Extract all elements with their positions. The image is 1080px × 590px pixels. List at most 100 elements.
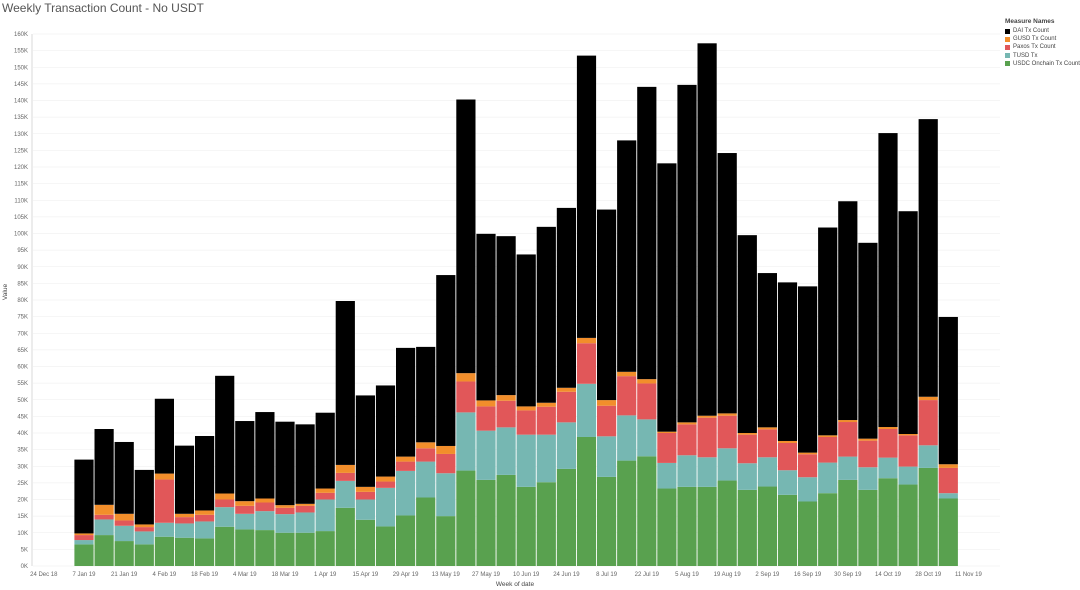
bar-segment[interactable]: [235, 513, 255, 530]
bar-segment[interactable]: [195, 538, 215, 566]
bar-segment[interactable]: [396, 470, 416, 516]
bar-segment[interactable]: [416, 497, 436, 566]
bar-stack[interactable]: [878, 133, 898, 566]
bar-stack[interactable]: [536, 226, 556, 566]
bar-segment[interactable]: [597, 405, 617, 437]
bar-segment[interactable]: [94, 504, 114, 515]
bar-stack[interactable]: [617, 140, 637, 566]
bar-segment[interactable]: [436, 473, 456, 517]
bar-segment[interactable]: [798, 452, 818, 455]
bar-segment[interactable]: [556, 207, 576, 388]
bar-segment[interactable]: [717, 415, 737, 449]
bar-segment[interactable]: [918, 119, 938, 397]
bar-stack[interactable]: [335, 300, 355, 566]
bar-segment[interactable]: [335, 507, 355, 566]
bar-segment[interactable]: [697, 457, 717, 487]
bar-segment[interactable]: [134, 524, 154, 528]
bar-segment[interactable]: [677, 455, 697, 487]
bar-stack[interactable]: [777, 282, 798, 566]
bar-segment[interactable]: [597, 476, 617, 566]
bar-segment[interactable]: [858, 242, 878, 439]
bar-segment[interactable]: [677, 486, 697, 566]
bar-segment[interactable]: [154, 479, 174, 523]
bar-segment[interactable]: [938, 316, 958, 465]
bar-segment[interactable]: [697, 486, 717, 566]
bar-stack[interactable]: [597, 209, 617, 566]
bar-segment[interactable]: [295, 424, 315, 504]
bar-segment[interactable]: [94, 429, 114, 505]
bar-segment[interactable]: [556, 387, 576, 392]
bar-segment[interactable]: [697, 43, 717, 416]
bar-segment[interactable]: [496, 236, 516, 396]
bar-segment[interactable]: [295, 503, 315, 506]
bar-stack[interactable]: [355, 395, 375, 566]
legend-item-dai[interactable]: DAI Tx Count: [1005, 27, 1080, 35]
bar-segment[interactable]: [878, 457, 898, 479]
bar-stack[interactable]: [657, 163, 677, 566]
bar-segment[interactable]: [918, 400, 938, 446]
bar-segment[interactable]: [556, 468, 576, 566]
bar-segment[interactable]: [637, 379, 657, 384]
bar-segment[interactable]: [697, 417, 717, 458]
bar-stack[interactable]: [114, 441, 134, 566]
bar-segment[interactable]: [576, 343, 597, 384]
bar-segment[interactable]: [898, 484, 918, 566]
bar-stack[interactable]: [898, 211, 918, 566]
bar-segment[interactable]: [154, 522, 174, 537]
bar-segment[interactable]: [315, 499, 335, 532]
bar-segment[interactable]: [416, 448, 436, 462]
bar-segment[interactable]: [938, 467, 958, 494]
bar-segment[interactable]: [456, 381, 476, 413]
bar-stack[interactable]: [637, 86, 657, 566]
bar-segment[interactable]: [134, 527, 154, 532]
bar-segment[interactable]: [717, 448, 737, 481]
bar-segment[interactable]: [154, 536, 174, 566]
bar-segment[interactable]: [315, 488, 335, 493]
bar-stack[interactable]: [576, 55, 597, 566]
bar-segment[interactable]: [416, 346, 436, 443]
bar-segment[interactable]: [777, 440, 798, 443]
bar-segment[interactable]: [396, 515, 416, 566]
bar-segment[interactable]: [657, 163, 677, 432]
bar-segment[interactable]: [898, 211, 918, 434]
bar-segment[interactable]: [637, 383, 657, 420]
bar-segment[interactable]: [476, 406, 496, 431]
bar-segment[interactable]: [798, 454, 818, 478]
bar-segment[interactable]: [878, 133, 898, 428]
bar-segment[interactable]: [154, 473, 174, 480]
bar-segment[interactable]: [94, 519, 114, 536]
bar-segment[interactable]: [74, 544, 94, 566]
bar-segment[interactable]: [255, 511, 275, 531]
bar-segment[interactable]: [235, 421, 255, 502]
bar-segment[interactable]: [757, 429, 777, 458]
bar-stack[interactable]: [858, 242, 878, 566]
bar-segment[interactable]: [838, 479, 858, 566]
bar-segment[interactable]: [818, 227, 838, 436]
bar-segment[interactable]: [677, 424, 697, 456]
bar-segment[interactable]: [255, 498, 275, 503]
bar-stack[interactable]: [396, 347, 416, 566]
bar-segment[interactable]: [355, 519, 375, 566]
bar-segment[interactable]: [295, 532, 315, 566]
bar-segment[interactable]: [617, 415, 637, 461]
bar-segment[interactable]: [355, 395, 375, 487]
bar-segment[interactable]: [637, 419, 657, 457]
bar-segment[interactable]: [657, 433, 677, 463]
bar-stack[interactable]: [516, 254, 536, 566]
bar-stack[interactable]: [496, 236, 516, 566]
bar-stack[interactable]: [697, 43, 717, 566]
bar-segment[interactable]: [215, 526, 235, 566]
bar-segment[interactable]: [275, 514, 295, 533]
bar-stack[interactable]: [154, 398, 174, 566]
bar-segment[interactable]: [154, 398, 174, 474]
bar-segment[interactable]: [878, 429, 898, 458]
bar-segment[interactable]: [838, 422, 858, 457]
bar-segment[interactable]: [375, 385, 396, 477]
bar-stack[interactable]: [918, 119, 938, 566]
bar-segment[interactable]: [134, 531, 154, 545]
bar-segment[interactable]: [375, 526, 396, 566]
bar-stack[interactable]: [235, 421, 255, 566]
legend-item-gusd[interactable]: GUSD Tx Count: [1005, 35, 1080, 43]
bar-segment[interactable]: [375, 487, 396, 527]
bar-segment[interactable]: [355, 499, 375, 520]
